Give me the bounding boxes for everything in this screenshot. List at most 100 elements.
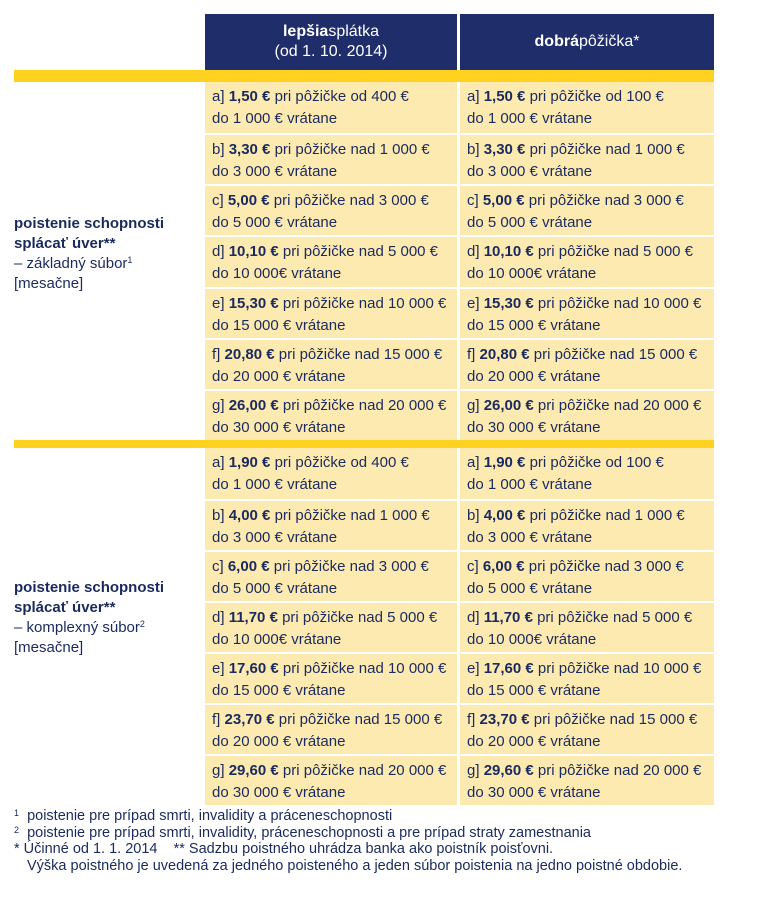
row-prefix: b] xyxy=(467,507,480,524)
row-prefix: g] xyxy=(212,762,225,779)
row-prefix: d] xyxy=(467,609,480,626)
price-cell: g] 26,00 € pri pôžičke nad 20 000 € do 30… xyxy=(460,388,714,440)
price-cell: g] 26,00 € pri pôžičke nad 20 000 € do 30… xyxy=(205,388,457,440)
price-amount: 26,00 € xyxy=(228,396,279,414)
price-cell: f] 20,80 € pri pôžičke nad 15 000 € do 20… xyxy=(460,337,714,389)
condition-text: pri pôžičke od 100 € xyxy=(529,454,664,471)
price-cell: f] 23,70 € pri pôžičke nad 15 000 € do 20… xyxy=(205,703,457,754)
condition-text: pri pôžičke od 100 € xyxy=(529,88,664,105)
footnote-mark: 1 xyxy=(14,808,20,818)
condition-text: pri pôžičke nad 3 000 € xyxy=(273,558,429,575)
price-amount: 1,90 € xyxy=(483,454,526,471)
column-dobra: a] 1,50 € pri pôžičke od 100 € do 1 000 €… xyxy=(460,82,714,440)
condition-text: pri pôžičke nad 5 000 € xyxy=(537,243,694,261)
condition-text: pri pôžičke nad 1 000 € xyxy=(529,507,685,524)
price-amount: 6,00 € xyxy=(227,558,270,575)
footnote-4: Výška poistného je uvedená za jedného po… xyxy=(27,857,683,874)
section-title-line1: poistenie schopnosti xyxy=(14,215,165,232)
price-cell: f] 23,70 € pri pôžičke nad 15 000 € do 20… xyxy=(460,703,714,754)
price-cell: a] 1,50 € pri pôžičke od 100 € do 1 000 €… xyxy=(460,82,714,133)
price-amount: 17,60 € xyxy=(228,660,279,677)
price-amount: 20,80 € xyxy=(479,345,530,363)
condition-range: do 15 000 € vrátane xyxy=(212,682,346,699)
condition-range: do 30 000 € vrátane xyxy=(467,418,601,436)
price-amount: 1,90 € xyxy=(228,454,271,471)
footnote-ref: 2 xyxy=(139,619,145,629)
condition-range: do 10 000€ vrátane xyxy=(467,631,597,648)
price-amount: 6,00 € xyxy=(482,558,525,575)
condition-range: do 3 000 € vrátane xyxy=(467,163,593,181)
price-cell: d] 11,70 € pri pôžičke nad 5 000 € do 10 … xyxy=(460,601,714,652)
condition-text: pri pôžičke nad 5 000 € xyxy=(282,243,439,261)
condition-text: pri pôžičke nad 1 000 € xyxy=(274,141,430,159)
price-amount: 3,30 € xyxy=(483,141,526,159)
price-cell: g] 29,60 € pri pôžičke nad 20 000 € do 30… xyxy=(205,754,457,805)
condition-range: do 30 000 € vrátane xyxy=(212,784,346,801)
row-prefix: c] xyxy=(467,192,479,210)
price-cell: a] 1,90 € pri pôžičke od 400 € do 1 000 €… xyxy=(205,448,457,499)
condition-text: pri pôžičke nad 20 000 € xyxy=(282,396,447,414)
condition-text: pri pôžičke nad 20 000 € xyxy=(537,396,702,414)
footnote-ref: 1 xyxy=(127,255,133,265)
price-amount: 15,30 € xyxy=(228,294,279,312)
price-amount: 10,10 € xyxy=(228,243,279,261)
row-prefix: a] xyxy=(212,88,225,105)
section-period: [mesačne] xyxy=(14,639,84,656)
section-title-line2: splácať úver** xyxy=(14,599,116,616)
condition-range: do 15 000 € vrátane xyxy=(212,316,346,334)
price-amount: 4,00 € xyxy=(483,507,526,524)
row-prefix: c] xyxy=(212,558,224,575)
condition-text: pri pôžičke nad 15 000 € xyxy=(278,711,443,728)
header-col2-bold: dobrá xyxy=(534,33,579,50)
price-amount: 11,70 € xyxy=(228,609,278,626)
price-amount: 10,10 € xyxy=(483,243,534,261)
yellow-band-middle xyxy=(14,440,714,448)
condition-range: do 1 000 € vrátane xyxy=(212,476,338,493)
price-cell: f] 20,80 € pri pôžičke nad 15 000 € do 20… xyxy=(205,337,457,389)
row-prefix: e] xyxy=(212,660,225,677)
price-cell: b] 4,00 € pri pôžičke nad 1 000 € do 3 00… xyxy=(460,499,714,550)
section-complex-label: poistenie schopnosti splácať úver** – ko… xyxy=(14,578,202,658)
price-cell: c] 6,00 € pri pôžičke nad 3 000 € do 5 00… xyxy=(205,550,457,601)
header-dobra-pozicka: dobrápôžička* xyxy=(460,14,714,70)
condition-range: do 3 000 € vrátane xyxy=(212,163,338,181)
footnotes: 1 poistenie pre prípad smrti, invalidity… xyxy=(14,808,774,874)
condition-range: do 5 000 € vrátane xyxy=(467,580,593,597)
row-prefix: g] xyxy=(467,396,480,414)
price-amount: 23,70 € xyxy=(224,711,275,728)
row-prefix: d] xyxy=(212,243,225,261)
condition-range: do 10 000€ vrátane xyxy=(212,265,342,283)
row-prefix: f] xyxy=(467,711,476,728)
price-amount: 29,60 € xyxy=(483,762,534,779)
footnote-1: 1 poistenie pre prípad smrti, invalidity… xyxy=(14,808,393,824)
condition-text: pri pôžičke nad 3 000 € xyxy=(528,192,684,210)
condition-text: pri pôžičke nad 10 000 € xyxy=(537,294,702,312)
price-amount: 3,30 € xyxy=(228,141,271,159)
row-prefix: f] xyxy=(212,345,221,363)
column-lepsia: a] 1,50 € pri pôžičke od 400 € do 1 000 €… xyxy=(205,82,457,440)
section-basic: poistenie schopnosti splácať úver** – zá… xyxy=(14,82,714,440)
condition-range: do 1 000 € vrátane xyxy=(212,110,338,127)
price-cell: e] 17,60 € pri pôžičke nad 10 000 € do 15… xyxy=(205,652,457,703)
condition-text: pri pôžičke od 400 € xyxy=(274,454,409,471)
price-amount: 29,60 € xyxy=(228,762,279,779)
header-col1-sub: (od 1. 10. 2014) xyxy=(274,43,388,60)
condition-range: do 3 000 € vrátane xyxy=(212,529,338,546)
row-prefix: g] xyxy=(212,396,225,414)
condition-text: pri pôžičke od 400 € xyxy=(274,88,409,105)
section-title-line2: splácať úver** xyxy=(14,235,116,252)
row-prefix: g] xyxy=(467,762,480,779)
price-cell: d] 10,10 € pri pôžičke nad 5 000 € do 10 … xyxy=(205,235,457,286)
column-lepsia: a] 1,90 € pri pôžičke od 400 € do 1 000 €… xyxy=(205,448,457,805)
yellow-band-top xyxy=(14,70,714,82)
condition-text: pri pôžičke nad 1 000 € xyxy=(274,507,430,524)
condition-text: pri pôžičke nad 1 000 € xyxy=(529,141,685,159)
header-col2-rest: pôžička* xyxy=(578,33,640,50)
row-prefix: a] xyxy=(212,454,225,471)
row-prefix: a] xyxy=(467,88,480,105)
row-prefix: c] xyxy=(212,192,224,210)
price-amount: 5,00 € xyxy=(482,192,525,210)
price-cell: b] 4,00 € pri pôžičke nad 1 000 € do 3 00… xyxy=(205,499,457,550)
condition-range: do 30 000 € vrátane xyxy=(467,784,601,801)
